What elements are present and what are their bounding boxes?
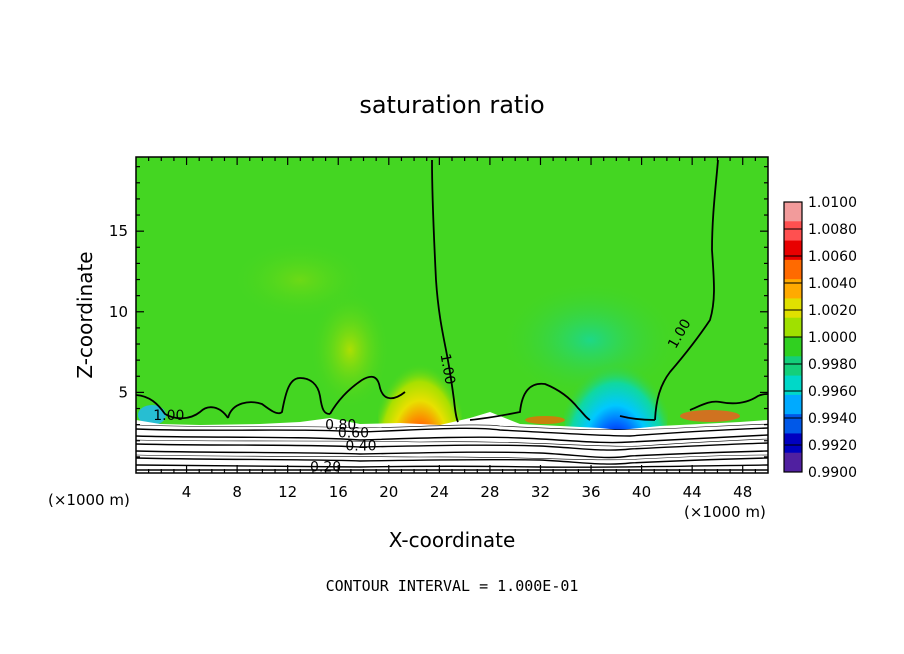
y-axis-label: Z-coordinate — [73, 251, 97, 378]
colorbar-swatch — [784, 317, 802, 338]
contour-1-00 — [136, 159, 768, 423]
weak-warm-region-2 — [230, 240, 370, 320]
colorbar-swatch — [784, 240, 802, 261]
x-tick-label: 36 — [581, 483, 600, 501]
x-unit-left: (×1000 m) — [48, 491, 130, 509]
contour-interval-note: CONTOUR INTERVAL = 1.000E-01 — [326, 577, 579, 595]
colorbar-swatch — [784, 394, 802, 415]
colorbar-swatch — [784, 279, 802, 299]
y-tick-label: 15 — [109, 222, 128, 240]
x-tick-label: 12 — [278, 483, 297, 501]
x-tick-label: 44 — [683, 483, 702, 501]
chart-title: saturation ratio — [359, 91, 544, 119]
contour-label: 0.40 — [345, 438, 376, 454]
colorbar-label: 0.9960 — [808, 384, 857, 400]
thin-contours — [136, 423, 768, 461]
colorbar-label: 0.9980 — [808, 357, 857, 373]
colorbar-swatch — [784, 337, 802, 357]
edge-warm-spot — [680, 410, 740, 422]
colorbar-swatch — [784, 452, 802, 473]
colorbar-label: 0.9920 — [808, 438, 857, 454]
colorbar-swatch — [784, 356, 802, 377]
colorbar-swatch — [784, 259, 802, 280]
plot-area — [136, 157, 768, 473]
colorbar-swatch — [784, 375, 802, 396]
x-axis: 4 8 12 16 20 24 28 32 36 40 44 48 — [148, 157, 756, 501]
x-axis-label: X-coordinate — [389, 528, 516, 552]
colorbar-label: 1.0000 — [808, 330, 857, 346]
colorbar-swatch — [784, 433, 802, 454]
contour-label: 1.00 — [437, 352, 458, 385]
y-tick-label: 10 — [109, 303, 128, 321]
colorbar-swatch — [784, 298, 802, 319]
colorbar: 1.0100 1.0080 1.0060 1.0040 1.0020 1.0000 0.99… — [783, 195, 857, 481]
x-tick-label: 20 — [379, 483, 398, 501]
colorbar-swatch — [784, 221, 802, 242]
colorbar-swatch — [784, 414, 802, 434]
stratified-contours — [136, 427, 768, 472]
contour-label: 0.20 — [310, 459, 341, 475]
x-tick-label: 28 — [480, 483, 499, 501]
x-tick-label: 8 — [232, 483, 242, 501]
y-axis: 5 10 15 — [109, 166, 768, 458]
contour-label: 1.00 — [153, 408, 184, 424]
contour-label: 0.80 — [325, 417, 356, 433]
x-tick-label: 24 — [430, 483, 449, 501]
contour-label: 0.60 — [338, 426, 369, 442]
x-unit-right: (×1000 m) — [684, 503, 766, 521]
x-tick-label: 4 — [182, 483, 192, 501]
colorbar-label: 0.9940 — [808, 411, 857, 427]
weak-warm-region — [310, 290, 390, 410]
warm-spot-2 — [525, 416, 565, 424]
x-tick-label: 48 — [733, 483, 752, 501]
y-tick-label: 5 — [118, 383, 128, 401]
x-tick-label: 16 — [329, 483, 348, 501]
colorbar-label: 1.0040 — [808, 276, 857, 292]
colorbar-label: 1.0100 — [808, 195, 857, 211]
colorbar-label: 1.0080 — [808, 222, 857, 238]
colorbar-label: 1.0060 — [808, 249, 857, 265]
colorbar-label: 1.0020 — [808, 303, 857, 319]
colorbar-label: 0.9900 — [808, 465, 857, 481]
x-tick-label: 40 — [632, 483, 651, 501]
edge-cool-spot — [138, 405, 166, 425]
x-tick-label: 32 — [531, 483, 550, 501]
colorbar-swatch — [784, 202, 802, 222]
